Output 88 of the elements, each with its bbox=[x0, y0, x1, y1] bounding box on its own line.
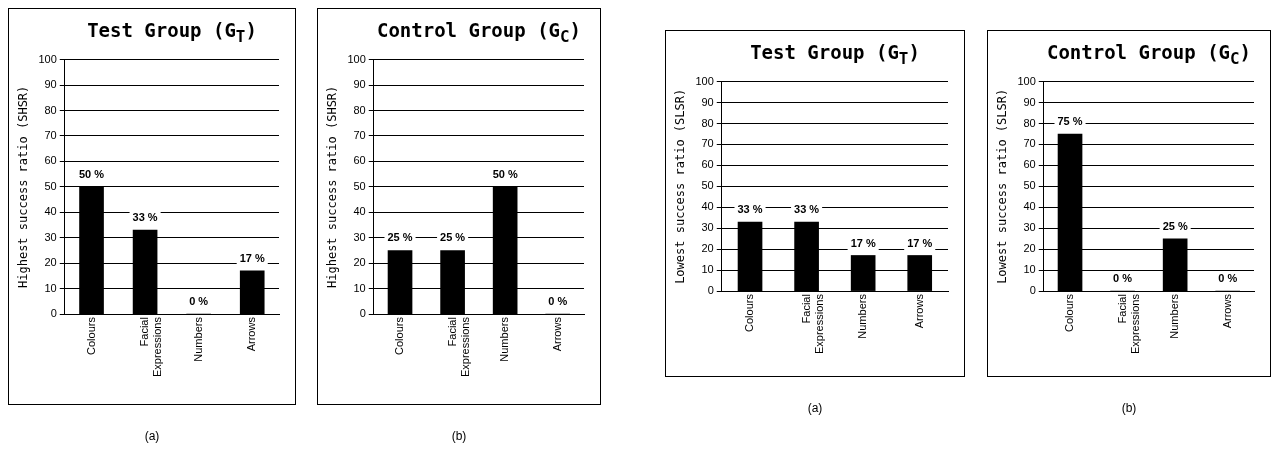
data-label: 25 % bbox=[387, 231, 413, 244]
y-tick-label: 80 bbox=[44, 103, 57, 116]
data-label: 17 % bbox=[850, 236, 876, 249]
chart-title: Test Group (G$_{T}$) bbox=[86, 19, 258, 46]
x-tick-label: Numbers bbox=[191, 316, 204, 362]
y-tick-label: 50 bbox=[701, 179, 714, 192]
y-tick-label: 70 bbox=[701, 137, 714, 150]
y-tick-label: 100 bbox=[695, 74, 714, 87]
data-label: 33 % bbox=[737, 202, 763, 215]
y-tick-label: 0 bbox=[1029, 283, 1036, 296]
x-tick-label: Colours bbox=[743, 293, 756, 332]
y-tick-label: 40 bbox=[353, 205, 366, 218]
x-tick-label: Facial Expressions bbox=[138, 316, 164, 377]
x-tick-label: Colours bbox=[84, 316, 97, 355]
data-label: 0 % bbox=[189, 294, 209, 307]
y-tick-label: 60 bbox=[353, 154, 366, 167]
y-tick-label: 80 bbox=[1023, 116, 1036, 129]
y-tick-label: 10 bbox=[701, 262, 714, 275]
y-tick-label: 90 bbox=[1023, 95, 1036, 108]
y-tick-label: 50 bbox=[44, 179, 57, 192]
y-tick-label: 60 bbox=[44, 154, 57, 167]
text: (a) bbox=[143, 429, 161, 443]
chart-title: Control Group (G$_{C}$) bbox=[376, 19, 582, 46]
data-label: 33 % bbox=[132, 210, 158, 223]
y-axis-title: Highest success ratio (SHSR) bbox=[325, 85, 340, 288]
x-tick-label: Facial Expressions bbox=[1115, 293, 1141, 354]
y-axis-title: Lowest success ratio (SLSR) bbox=[995, 88, 1010, 284]
y-tick-label: 50 bbox=[1023, 179, 1036, 192]
y-tick-label: 100 bbox=[1017, 74, 1036, 87]
y-tick-label: 40 bbox=[44, 205, 57, 218]
y-tick-label: 80 bbox=[701, 116, 714, 129]
chart-title: Control Group (G$_{C}$) bbox=[1046, 41, 1252, 68]
x-tick-label: Arrows bbox=[1220, 293, 1233, 329]
x-tick-label: Numbers bbox=[1168, 293, 1181, 339]
y-tick-label: 70 bbox=[353, 128, 366, 141]
x-tick-label: Colours bbox=[393, 316, 406, 355]
data-label: 50 % bbox=[492, 167, 518, 180]
data-label: 0 % bbox=[1218, 271, 1238, 284]
y-tick-label: 30 bbox=[44, 230, 57, 243]
x-tick-label: Numbers bbox=[498, 316, 511, 362]
y-tick-label: 0 bbox=[50, 306, 57, 319]
data-label: 17 % bbox=[239, 251, 265, 264]
data-label: 0 % bbox=[1113, 271, 1133, 284]
data-label: 75 % bbox=[1057, 114, 1083, 127]
y-tick-label: 80 bbox=[353, 103, 366, 116]
x-tick-label: Colours bbox=[1063, 293, 1076, 332]
text: (a) bbox=[806, 401, 824, 415]
y-tick-label: 20 bbox=[44, 256, 57, 269]
text: (b) bbox=[1120, 401, 1138, 415]
text: (b) bbox=[450, 429, 468, 443]
y-tick-label: 0 bbox=[707, 283, 714, 296]
y-tick-label: 20 bbox=[353, 256, 366, 269]
y-tick-label: 20 bbox=[701, 242, 714, 255]
data-label: 33 % bbox=[794, 202, 820, 215]
y-tick-label: 90 bbox=[701, 95, 714, 108]
y-tick-label: 60 bbox=[1023, 158, 1036, 171]
y-tick-label: 40 bbox=[701, 200, 714, 213]
y-tick-label: 100 bbox=[38, 52, 57, 65]
y-axis-title: Lowest success ratio (SLSR) bbox=[673, 88, 688, 284]
y-tick-label: 30 bbox=[1023, 221, 1036, 234]
y-tick-label: 30 bbox=[701, 221, 714, 234]
y-tick-label: 50 bbox=[353, 179, 366, 192]
x-tick-label: Facial Expressions bbox=[799, 293, 825, 354]
y-tick-label: 0 bbox=[359, 306, 366, 319]
data-label: 17 % bbox=[907, 236, 933, 249]
data-label: 25 % bbox=[440, 231, 466, 244]
y-tick-label: 30 bbox=[353, 230, 366, 243]
y-tick-label: 60 bbox=[701, 158, 714, 171]
y-tick-label: 10 bbox=[1023, 262, 1036, 275]
y-tick-label: 70 bbox=[1023, 137, 1036, 150]
chart-title: Test Group (G$_{T}$) bbox=[749, 41, 921, 68]
x-tick-label: Arrows bbox=[912, 293, 925, 329]
data-label: 25 % bbox=[1162, 219, 1188, 232]
y-tick-label: 90 bbox=[353, 77, 366, 90]
x-tick-label: Facial Expressions bbox=[445, 316, 471, 377]
x-tick-label: Arrows bbox=[550, 316, 563, 352]
y-tick-label: 10 bbox=[353, 281, 366, 294]
y-tick-label: 20 bbox=[1023, 242, 1036, 255]
x-tick-label: Numbers bbox=[856, 293, 869, 339]
y-axis-title: Highest success ratio (SHSR) bbox=[16, 85, 31, 288]
data-label: 50 % bbox=[78, 167, 105, 180]
y-tick-label: 100 bbox=[347, 52, 366, 65]
y-tick-label: 10 bbox=[44, 281, 57, 294]
y-tick-label: 90 bbox=[44, 77, 57, 90]
data-label: 0 % bbox=[548, 294, 568, 307]
y-tick-label: 70 bbox=[44, 128, 57, 141]
x-tick-label: Arrows bbox=[245, 316, 258, 352]
y-tick-label: 40 bbox=[1023, 200, 1036, 213]
